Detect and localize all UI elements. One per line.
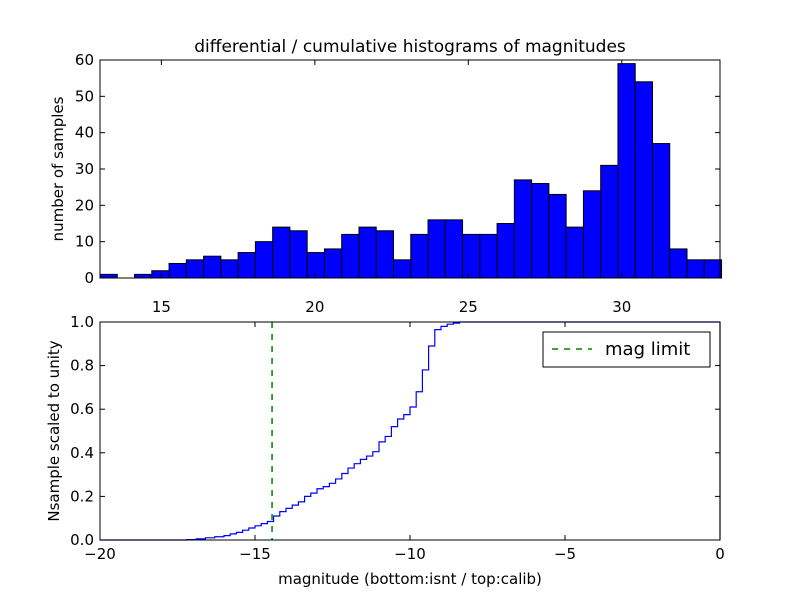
histogram-bar [341, 233, 360, 279]
histogram-x-tick-label: 20 [305, 298, 324, 316]
histogram-bar [220, 259, 239, 279]
cumulative-y-tick-label: 0.2 [70, 487, 94, 505]
histogram-bar [393, 259, 412, 279]
histogram-bar [669, 248, 688, 279]
histogram-bar [134, 273, 153, 279]
histogram-bar [565, 226, 584, 279]
cumulative-ticks: 0.0 0.2 0.4 0.6 0.8 1.0 −20 −15 −10 −5 0 [70, 313, 725, 563]
histogram-bar [151, 270, 170, 279]
histogram-bar [600, 164, 619, 279]
cumulative-y-axis-label: Nsample scaled to unity [45, 340, 63, 521]
histogram-bar [289, 230, 308, 279]
legend-box [542, 331, 711, 368]
histogram-bar [168, 262, 187, 279]
histogram-bar [254, 241, 274, 279]
histogram-bar [531, 183, 550, 279]
histogram-y-tick-label: 30 [75, 160, 94, 178]
histogram-bar [323, 248, 343, 279]
histogram-plot-frame [99, 59, 721, 279]
histogram-bar [582, 190, 602, 279]
histogram-bar [99, 273, 118, 279]
histogram-bar [462, 233, 481, 279]
cumulative-y-tick-label: 0.8 [70, 357, 94, 375]
cumulative-x-tick-label: −15 [239, 545, 271, 563]
histogram-bar [634, 81, 653, 279]
histogram-y-tick-label: 50 [75, 87, 94, 105]
histogram-bar [203, 255, 222, 279]
histogram-bar [272, 226, 291, 279]
cumulative-y-tick-label: 0.6 [70, 400, 94, 418]
histogram-bar [375, 230, 395, 279]
cumulative-x-axis-label: magnitude (bottom:isnt / top:calib) [278, 570, 542, 588]
cumulative-y-tick-label: 0.0 [70, 531, 94, 549]
histogram-y-tick-label: 40 [75, 124, 94, 142]
histogram-bar [410, 233, 429, 279]
histogram-y-tick-label: 60 [75, 51, 94, 69]
legend: mag limit [542, 331, 711, 368]
legend-mag-limit-label: mag limit [605, 339, 690, 360]
histogram-panel: differential / cumulative histograms of … [49, 37, 723, 316]
histogram-bar [703, 259, 723, 279]
cumulative-y-tick-label: 1.0 [70, 313, 94, 331]
histogram-bar [651, 143, 671, 279]
histogram-bar [358, 226, 377, 279]
histogram-y-tick-label: 10 [75, 233, 94, 251]
cumulative-plot-frame [99, 321, 721, 541]
chart-title: differential / cumulative histograms of … [194, 37, 626, 57]
cumulative-x-tick-label: −20 [84, 545, 116, 563]
histogram-x-tick-label: 25 [459, 298, 478, 316]
histogram-ticks: 0 10 20 30 40 50 60 15 20 25 30 [75, 51, 720, 316]
histogram-bar [306, 252, 325, 279]
histogram-bar [548, 193, 567, 279]
cumulative-y-tick-label: 0.4 [70, 444, 94, 462]
histogram-y-tick-label: 0 [84, 269, 94, 287]
cumulative-x-tick-label: −10 [394, 545, 426, 563]
histogram-bar [237, 252, 256, 279]
histogram-bar [427, 219, 446, 279]
cumulative-panel: 0.0 0.2 0.4 0.6 0.8 1.0 −20 −15 −10 −5 0 magnitude… [45, 313, 725, 588]
cumulative-step-line [100, 321, 721, 541]
histogram-bar [185, 259, 205, 279]
histogram-y-tick-label: 20 [75, 196, 94, 214]
histogram-bar [479, 233, 498, 279]
histogram-bars [99, 63, 723, 279]
histogram-bar [444, 219, 464, 279]
histogram-bar [686, 259, 705, 279]
histogram-x-tick-label: 30 [612, 298, 631, 316]
histogram-y-axis-label: number of samples [49, 96, 67, 241]
cumulative-x-tick-label: −5 [554, 545, 576, 563]
histogram-bar [617, 63, 636, 279]
cumulative-x-tick-label: 0 [715, 545, 725, 563]
histogram-bar [496, 223, 515, 279]
histogram-bar [513, 179, 533, 279]
histogram-x-tick-label: 15 [152, 298, 171, 316]
